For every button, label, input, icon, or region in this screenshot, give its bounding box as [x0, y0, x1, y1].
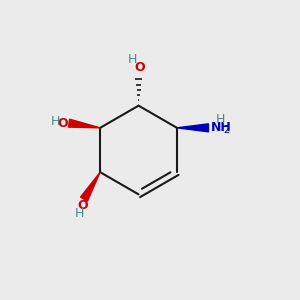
Polygon shape — [68, 119, 100, 128]
Text: H: H — [75, 207, 84, 220]
Text: H: H — [50, 115, 60, 128]
Text: O: O — [77, 199, 88, 212]
Polygon shape — [80, 172, 100, 201]
Text: H: H — [216, 113, 226, 126]
Text: O: O — [135, 61, 145, 74]
Text: NH: NH — [211, 121, 232, 134]
Text: H: H — [128, 52, 137, 65]
Text: O: O — [57, 117, 68, 130]
Polygon shape — [177, 124, 208, 132]
Text: 2: 2 — [223, 124, 230, 134]
